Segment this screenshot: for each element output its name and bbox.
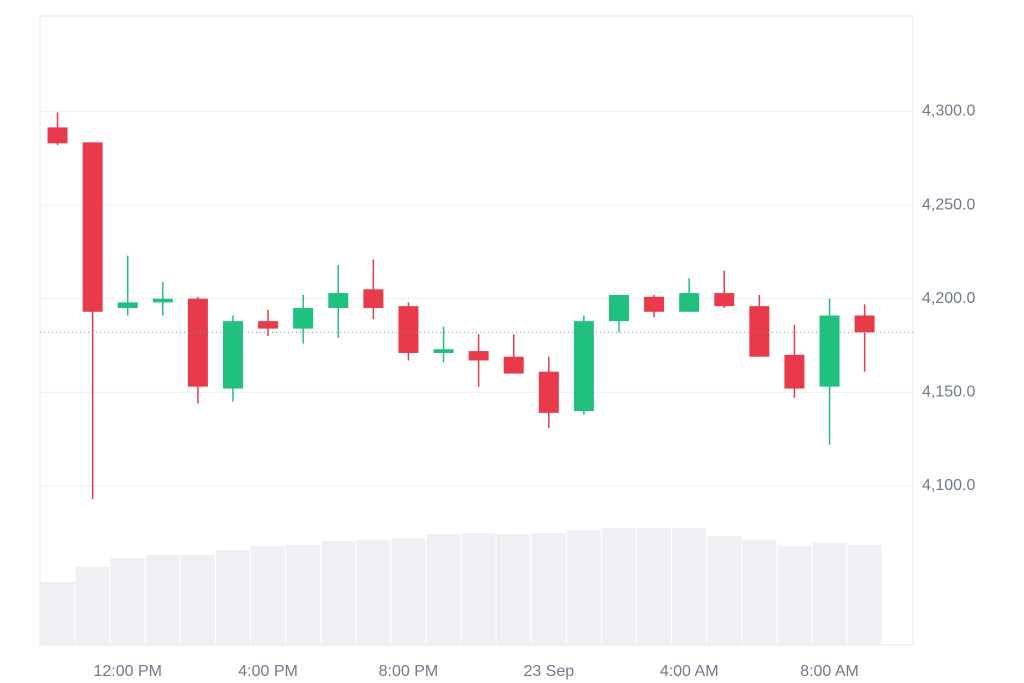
candle-body (784, 354, 805, 389)
y-tick-label: 4,150.0 (922, 383, 975, 400)
candle-body (679, 293, 700, 312)
candle-body (82, 142, 103, 312)
volume-bar (777, 546, 812, 645)
volume-bar (812, 543, 847, 645)
volume-bar (496, 534, 531, 645)
candle-body (222, 321, 243, 389)
candle-body (608, 294, 629, 322)
volume-bar (742, 540, 777, 645)
candle-body (538, 371, 559, 413)
y-tick-label: 4,200.0 (922, 290, 975, 307)
y-tick-label: 4,100.0 (922, 477, 975, 494)
volume-bar (672, 528, 707, 645)
candle-body (749, 306, 770, 357)
volume-bar (251, 546, 286, 645)
volume-bar (215, 550, 251, 645)
volume-bar (426, 534, 461, 645)
candle-body (819, 315, 840, 387)
candle-body (187, 298, 208, 387)
volume-bar (847, 545, 882, 645)
volume-bar (461, 533, 496, 645)
candle-body (398, 306, 419, 353)
candle-body (644, 296, 665, 312)
volume-bar (356, 540, 391, 645)
volume-bar (180, 555, 215, 645)
candle-body (503, 356, 524, 374)
volume-bar (40, 582, 75, 645)
x-tick-label: 8:00 PM (379, 663, 439, 680)
x-tick-label: 4:00 AM (660, 663, 719, 680)
candle-body (573, 321, 594, 411)
candle-body (714, 293, 735, 307)
candle-body (258, 321, 279, 329)
candle-body (433, 349, 454, 353)
volume-bar (566, 530, 601, 645)
candle-body (47, 127, 68, 144)
candle-body (328, 293, 349, 309)
volume-bar (286, 545, 321, 645)
x-tick-label: 8:00 AM (800, 663, 859, 680)
volume-bar (145, 555, 180, 645)
volume-bar (75, 567, 110, 645)
candle-body (363, 289, 384, 309)
y-tick-label: 4,300.0 (922, 103, 975, 120)
x-tick-label: 23 Sep (523, 663, 574, 680)
candle-body (152, 298, 173, 303)
volume-bar (110, 558, 145, 645)
candle-body (854, 315, 875, 333)
x-tick-label: 4:00 PM (238, 663, 298, 680)
volume-bar (391, 538, 426, 645)
candle-body (293, 308, 314, 329)
volume-bar (601, 528, 637, 645)
volume-bar (707, 536, 742, 645)
candle-body (468, 351, 489, 361)
volume-bar (637, 528, 672, 645)
candle-body (117, 302, 138, 309)
x-tick-label: 12:00 PM (93, 663, 161, 680)
y-tick-label: 4,250.0 (922, 196, 975, 213)
volume-bar (531, 533, 566, 645)
volume-bar (321, 541, 356, 645)
